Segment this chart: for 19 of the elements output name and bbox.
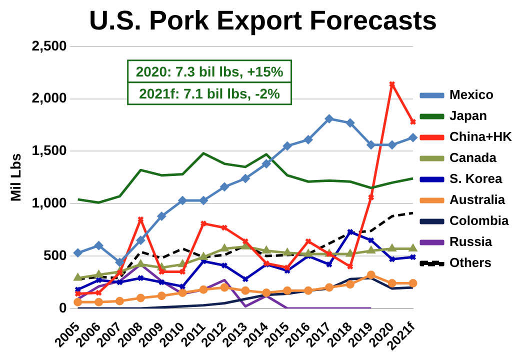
legend-label: Japan	[450, 108, 488, 124]
y-tick-label: 0	[59, 299, 68, 316]
legend-label: Others	[450, 255, 492, 270]
annotation: 2021f: 7.1 bil lbs, -2%	[139, 85, 281, 102]
y-tick-label: 500	[43, 246, 68, 263]
y-tick-label: 1,500	[32, 142, 68, 158]
legend-label: Colombia	[450, 213, 510, 228]
y-axis-title: Mil Lbs	[7, 153, 24, 202]
y-tick-label: 2,500	[32, 37, 68, 54]
legend-label: Canada	[450, 150, 498, 166]
legend-label: Australia	[450, 192, 506, 208]
annotation: 2020: 7.3 bil lbs, +15%	[136, 63, 284, 80]
legend-label: China+HK	[450, 129, 513, 144]
y-tick-label: 1,000	[32, 194, 68, 210]
legend-label: Mexico	[450, 87, 494, 102]
legend-label: S. Korea	[450, 171, 504, 186]
y-tick-label: 2,000	[32, 90, 68, 106]
legend-label: Russia	[450, 234, 493, 250]
chart-title: U.S. Pork Export Forecasts	[88, 6, 438, 36]
